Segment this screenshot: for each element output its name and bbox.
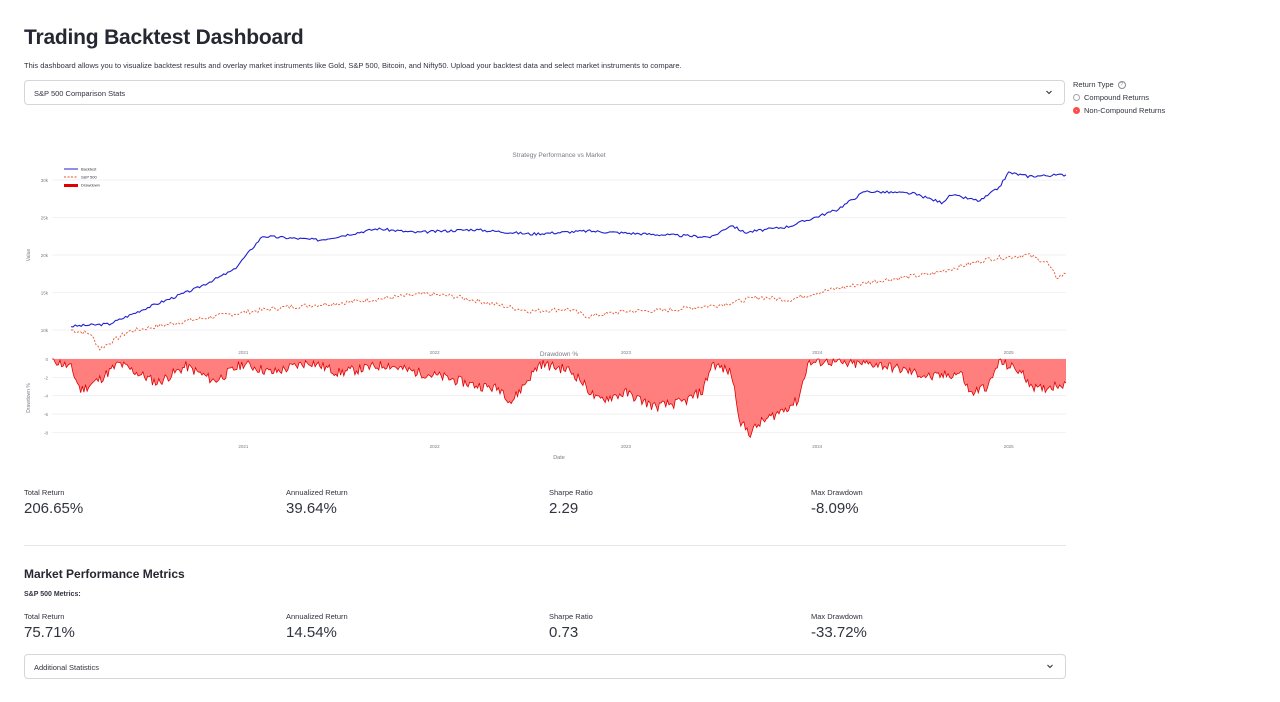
market-metric-sharpe-ratio: Sharpe Ratio 0.73 [549,612,593,641]
metric-value: 206.65% [24,500,84,517]
series-sp500-line [71,253,1067,351]
chevron-down-icon [1047,664,1053,669]
metric-label: Sharpe Ratio [549,612,593,621]
y-axis-label: Drawdown % [26,383,32,413]
series-backtest-line [71,171,1067,328]
y-tick-label: -4 [44,394,48,399]
metric-sharpe-ratio: Sharpe Ratio 2.29 [549,488,593,517]
y-axis-label: Value [26,249,32,262]
x-tick-label: 2023 [621,444,632,449]
y-tick-label: -6 [44,412,48,417]
metric-label: Total Return [24,612,65,621]
metric-label: Max Drawdown [811,612,863,621]
legend-backtest-label: Backtest [81,167,97,172]
x-tick-label: 2024 [812,350,823,355]
x-tick-label: 2025 [1004,444,1015,449]
radio-non-compound-returns[interactable]: Non-Compound Returns [1073,106,1165,115]
radio-compound-returns[interactable]: Compound Returns [1073,93,1165,102]
return-type-label: Return Type ? [1073,80,1165,89]
x-tick-label: 2021 [238,444,249,449]
y-tick-label: 10k [41,328,49,333]
metric-value: 0.73 [549,624,579,641]
additional-statistics-expander[interactable]: Additional Statistics [24,654,1066,679]
metric-value: 2.29 [549,500,579,517]
return-type-radio-group: Return Type ? Compound Returns Non-Compo… [1073,80,1165,115]
market-metric-max-drawdown: Max Drawdown -33.72% [811,612,867,641]
x-tick-label: 2021 [238,350,249,355]
page-description: This dashboard allows you to visualize b… [24,61,682,70]
x-tick-label: 2022 [430,444,441,449]
y-tick-label: -2 [44,375,48,380]
y-tick-label: 0 [45,357,48,362]
page-title: Trading Backtest Dashboard [24,26,304,49]
metric-value: 39.64% [286,500,337,517]
metric-label: Annualized Return [286,488,348,497]
return-type-label-text: Return Type [1073,80,1114,89]
market-metric-annualized-return: Annualized Return 14.54% [286,612,348,641]
metric-label: Sharpe Ratio [549,488,593,497]
x-tick-label: 2023 [621,350,632,355]
market-metrics-heading: Market Performance Metrics [24,567,185,581]
comparison-select[interactable]: S&P 500 Comparison Stats [24,80,1065,105]
radio-button-unselected-icon[interactable] [1073,94,1080,101]
market-metrics-subheading: S&P 500 Metrics: [24,591,81,598]
expander-label: Additional Statistics [34,663,100,672]
y-tick-label: -8 [44,430,48,435]
chart-title: Strategy Performance vs Market [512,152,605,159]
x-tick-label: 2022 [430,350,441,355]
chevron-down-icon [1046,90,1052,95]
metric-label: Max Drawdown [811,488,863,497]
y-tick-label: 30k [41,178,49,183]
metric-label: Total Return [24,488,65,497]
metric-annualized-return: Annualized Return 39.64% [286,488,348,517]
market-metric-total-return: Total Return 75.71% [24,612,75,641]
metric-value: 14.54% [286,624,337,641]
radio-label: Compound Returns [1084,93,1150,102]
drawdown-area [52,359,1066,438]
metric-total-return: Total Return 206.65% [24,488,83,517]
metric-value: -33.72% [811,624,867,641]
metric-value: 75.71% [24,624,75,641]
y-tick-label: 20k [41,253,49,258]
metric-max-drawdown: Max Drawdown -8.09% [811,488,863,517]
x-tick-label: 2024 [812,444,823,449]
drawdown-line [52,357,1067,439]
legend-drawdown-swatch [64,184,78,187]
help-icon[interactable]: ? [1117,80,1126,89]
section-divider [24,545,1066,546]
comparison-select-value: S&P 500 Comparison Stats [34,89,126,98]
y-tick-label: 25k [41,216,49,221]
legend-sp500-label: S&P 500 [81,175,97,180]
drawdown-title: Drawdown % [540,351,579,358]
performance-chart[interactable]: Strategy Performance vs Market 10k 15k 20k 2… [24,145,1069,465]
x-axis-label: Date [553,455,565,461]
y-tick-label: 15k [41,291,49,296]
metric-label: Annualized Return [286,612,348,621]
metric-value: -8.09% [811,500,859,517]
legend-drawdown-label: Drawdown [81,183,100,188]
radio-label: Non-Compound Returns [1084,106,1166,115]
radio-button-selected-icon[interactable] [1073,107,1080,114]
x-tick-label: 2025 [1004,350,1015,355]
